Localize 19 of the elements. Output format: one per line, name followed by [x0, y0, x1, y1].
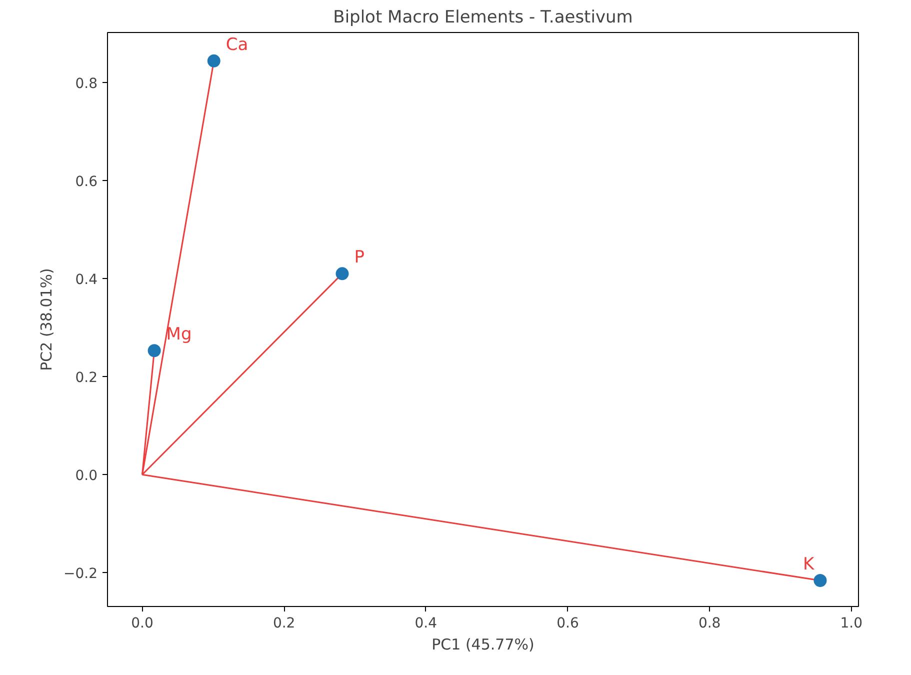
x-tick-label: 0.6 [556, 616, 579, 632]
y-tick-label: 0.4 [75, 272, 98, 288]
annotation: Mg [166, 324, 192, 345]
x-tick-label: 0.2 [272, 616, 296, 632]
chart-title: Biplot Macro Elements - T.aestivum [333, 8, 633, 28]
annotation: P [354, 248, 364, 268]
y-tick-label: 0.0 [75, 468, 98, 484]
x-tick-label: 1.0 [840, 616, 863, 632]
annotation: K [803, 554, 816, 575]
y-tick-label: −0.2 [64, 566, 98, 582]
x-tick-label: 0.0 [131, 616, 154, 632]
x-tick-label: 0.8 [698, 616, 721, 632]
y-axis-title: PC2 (38.01%) [38, 268, 56, 371]
y-tick-label: 0.8 [75, 76, 98, 92]
y-tick-label: 0.2 [75, 370, 98, 386]
x-tick-label: 0.4 [414, 616, 438, 632]
y-tick-label: 0.6 [75, 174, 98, 190]
annotation: Ca [226, 34, 248, 55]
x-axis-title: PC1 (45.77%) [432, 636, 534, 654]
